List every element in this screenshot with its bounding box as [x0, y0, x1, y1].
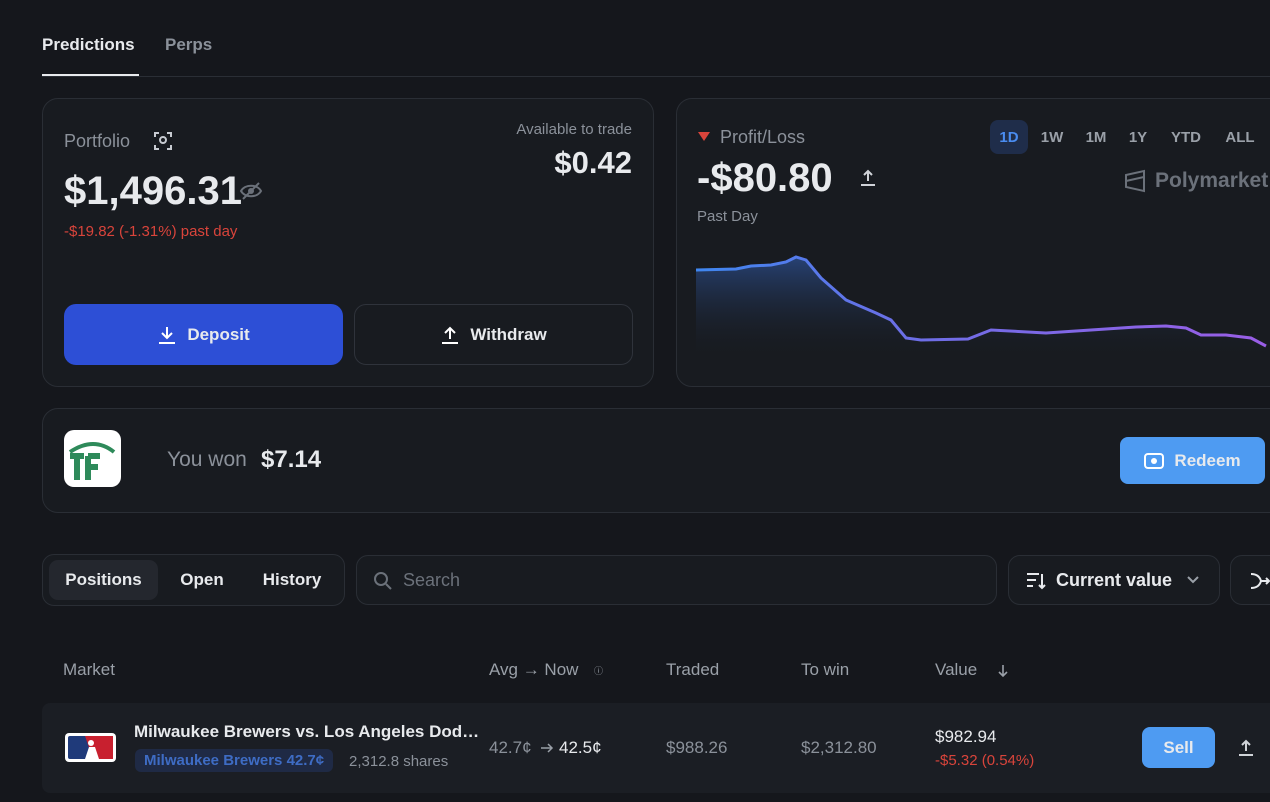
win-text: You won [167, 448, 247, 471]
redeem-button[interactable]: Redeem [1120, 437, 1265, 484]
scan-icon[interactable] [153, 131, 173, 151]
range-tab[interactable]: 1D [990, 120, 1028, 154]
share-icon[interactable] [859, 169, 877, 187]
search-box[interactable]: Search [356, 555, 997, 605]
column-header: Market [63, 660, 115, 679]
info-icon: ⓘ [594, 666, 604, 676]
search-placeholder: Search [403, 570, 461, 590]
download-icon [159, 326, 176, 344]
button-label: Deposit [187, 324, 250, 344]
sort-label: Current value [1056, 570, 1173, 590]
portfolio-card: Portfolio $1,496.31 -$19.82 (-1.31%) pas… [42, 98, 654, 387]
button-label: Sell [1163, 737, 1194, 757]
range-tab[interactable]: YTD [1171, 128, 1201, 146]
to-win: $2,312.80 [801, 738, 877, 757]
tab-label: Open [180, 570, 224, 589]
now-price: 42.5¢ [559, 738, 602, 757]
market-logo [64, 430, 121, 487]
filter-tab[interactable]: Open [166, 560, 238, 600]
range-tab[interactable]: 1M [1085, 128, 1107, 146]
pnl-period: Past Day [697, 208, 758, 225]
down-triangle [698, 132, 710, 141]
position-row[interactable] [42, 703, 1270, 793]
league-logo [65, 733, 116, 762]
pnl-value: -$80.80 [697, 156, 833, 200]
column-header[interactable]: Avg → Now [489, 660, 579, 679]
filter-tab[interactable]: History [250, 560, 334, 600]
share-icon[interactable] [1237, 739, 1255, 757]
button-label: Withdraw [470, 324, 547, 344]
win-amount: $7.14 [261, 446, 322, 473]
sort-dropdown[interactable]: Current value [1008, 555, 1220, 605]
value-change: -$5.32 (0.54%) [935, 752, 1035, 769]
range-tab[interactable]: ALL [1225, 128, 1255, 146]
tab[interactable]: Predictions [42, 35, 135, 54]
hide-icon[interactable] [239, 181, 263, 201]
button-label: Redeem [1174, 450, 1241, 470]
shares: 2,312.8 shares [349, 753, 449, 770]
cash-icon [1144, 452, 1165, 469]
value: $982.94 [935, 727, 997, 746]
merge-icon [1250, 573, 1270, 589]
available-label: Available to trade [516, 121, 632, 138]
sell-button[interactable]: Sell [1142, 727, 1215, 768]
merge-button[interactable] [1230, 555, 1270, 605]
portfolio-label: Portfolio [64, 131, 131, 151]
range-tab[interactable]: 1Y [1128, 128, 1148, 146]
traded: $988.26 [666, 738, 728, 757]
available-value: $0.42 [554, 145, 632, 180]
sort-arrow [998, 665, 1008, 678]
pnl-label: Profit/Loss [720, 127, 806, 147]
upload-icon [442, 326, 459, 344]
tab-underline [42, 74, 139, 76]
chevron [1187, 576, 1199, 584]
win-banner [42, 408, 1270, 513]
pnl-sparkline [696, 255, 1267, 360]
search-icon [374, 572, 392, 590]
deposit-button[interactable]: Deposit [64, 304, 343, 365]
filter-tab[interactable]: Positions [49, 560, 158, 600]
range-tab[interactable]: 1W [1040, 128, 1064, 146]
sort-icon [1027, 573, 1046, 590]
brand-logo [1125, 169, 1145, 193]
market-title[interactable]: Milwaukee Brewers vs. Los Angeles Dod… [134, 722, 480, 741]
divider [42, 76, 1270, 77]
avg-price: 42.7¢ [489, 738, 532, 757]
column-header[interactable]: Value [935, 660, 978, 679]
column-header[interactable]: Traded [666, 660, 720, 679]
withdraw-button[interactable]: Withdraw [354, 304, 633, 365]
tab[interactable]: Perps [165, 35, 213, 54]
column-header[interactable]: To win [801, 660, 850, 679]
tab-label: History [262, 570, 322, 589]
portfolio-change: -$19.82 (-1.31%) past day [64, 223, 238, 240]
brand-name: Polymarket [1155, 169, 1269, 192]
arrow-icon [541, 743, 554, 753]
outcome-chip: Milwaukee Brewers 42.7¢ [135, 749, 334, 772]
tab-label: Positions [65, 570, 142, 589]
portfolio-value: $1,496.31 [64, 169, 242, 213]
